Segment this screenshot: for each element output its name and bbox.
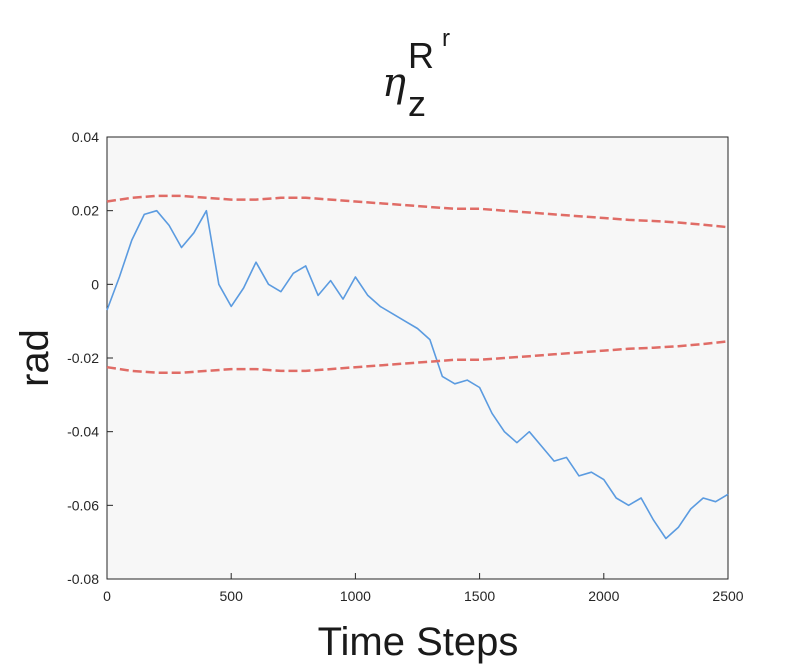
series-layer <box>106 194 729 540</box>
title-superscript-secondary: r <box>442 25 450 52</box>
y-tick-label: 0 <box>91 276 99 292</box>
y-tick-label: -0.04 <box>67 424 99 440</box>
title-symbol: η <box>382 60 406 106</box>
x-axis-label: Time Steps <box>318 620 519 664</box>
series-line-0 <box>106 209 729 540</box>
y-axis-label: rad <box>13 329 57 387</box>
y-tick-label: 0.04 <box>72 129 99 145</box>
y-tick-label: -0.02 <box>67 350 99 366</box>
x-tick-label: 1500 <box>464 588 495 604</box>
chart-title: η z R r <box>382 25 450 124</box>
title-superscript: R <box>408 35 434 76</box>
x-tick-label: 1000 <box>340 588 371 604</box>
plot-area <box>106 136 729 580</box>
x-tick-label: 500 <box>220 588 244 604</box>
tick-layer: 0 500 1000 1500 2000 2500 0.04 0.02 0 -0.02 -0.04 -… <box>67 129 744 604</box>
x-tick-label: 2000 <box>588 588 619 604</box>
title-subscript: z <box>408 83 426 124</box>
y-tick-label: 0.02 <box>72 203 99 219</box>
x-tick-label: 0 <box>103 588 111 604</box>
y-tick-label: -0.06 <box>67 497 99 513</box>
y-tick-label: -0.08 <box>67 571 99 587</box>
x-tick-label: 2500 <box>712 588 743 604</box>
